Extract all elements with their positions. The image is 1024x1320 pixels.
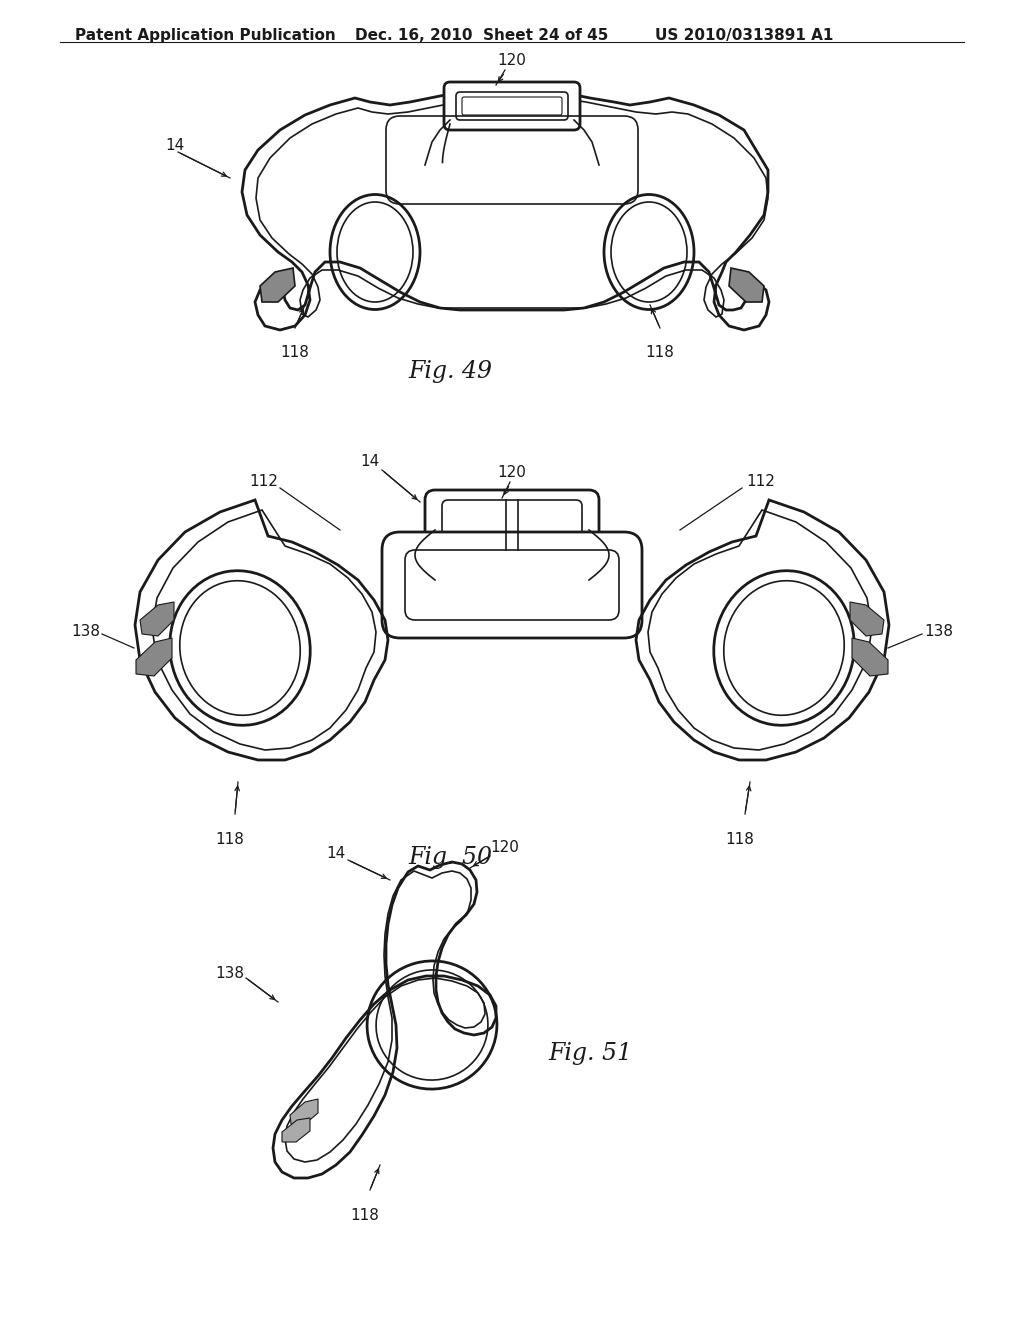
Text: 118: 118 (350, 1208, 380, 1224)
Text: 14: 14 (327, 846, 346, 862)
Polygon shape (282, 1118, 310, 1142)
FancyBboxPatch shape (382, 532, 642, 638)
Polygon shape (260, 268, 295, 302)
Text: 118: 118 (216, 832, 245, 847)
Text: 112: 112 (249, 474, 278, 490)
Text: Fig. 49: Fig. 49 (408, 360, 492, 383)
Text: US 2010/0313891 A1: US 2010/0313891 A1 (655, 28, 834, 44)
FancyBboxPatch shape (425, 490, 599, 560)
Text: 118: 118 (726, 832, 755, 847)
Text: 120: 120 (498, 465, 526, 480)
Polygon shape (136, 638, 172, 676)
Polygon shape (140, 602, 174, 636)
Polygon shape (729, 268, 764, 302)
Text: Fig. 50: Fig. 50 (408, 846, 492, 869)
Text: 120: 120 (498, 53, 526, 69)
Polygon shape (290, 1100, 318, 1125)
FancyBboxPatch shape (444, 82, 580, 129)
Text: 138: 138 (215, 966, 244, 982)
Text: 112: 112 (746, 474, 775, 490)
FancyBboxPatch shape (456, 92, 568, 120)
Text: 138: 138 (71, 624, 100, 639)
Text: Dec. 16, 2010  Sheet 24 of 45: Dec. 16, 2010 Sheet 24 of 45 (355, 28, 608, 44)
Text: Fig. 51: Fig. 51 (548, 1041, 632, 1065)
Text: 14: 14 (165, 137, 184, 153)
Text: 14: 14 (360, 454, 380, 470)
Text: Patent Application Publication: Patent Application Publication (75, 28, 336, 44)
Text: 118: 118 (281, 345, 309, 360)
Text: 138: 138 (924, 624, 953, 639)
Text: 120: 120 (490, 841, 519, 855)
Polygon shape (850, 602, 884, 636)
Text: 118: 118 (645, 345, 675, 360)
Polygon shape (852, 638, 888, 676)
